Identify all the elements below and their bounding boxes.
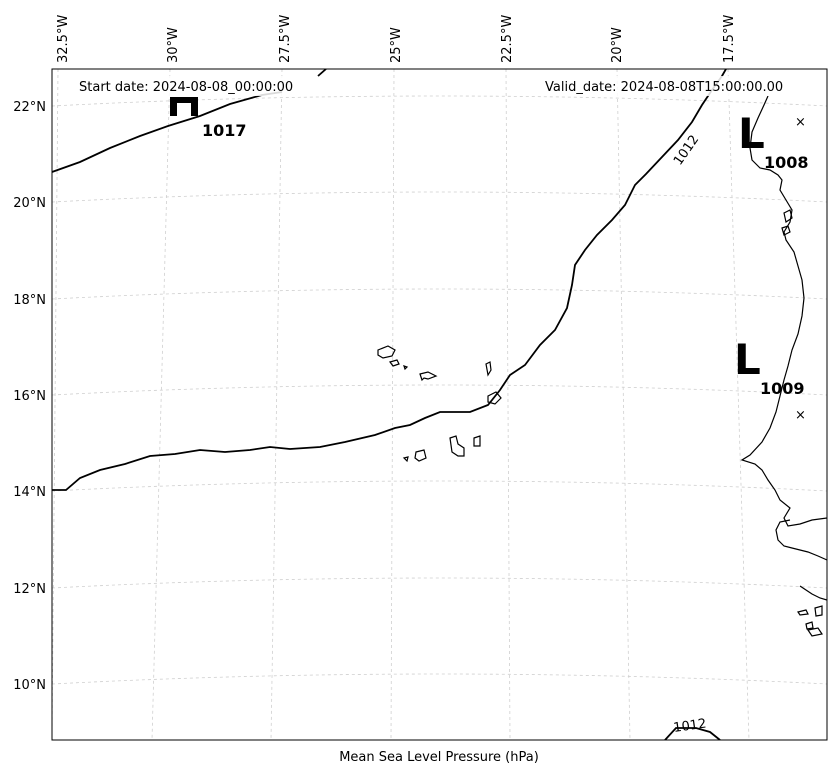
header-backdrop <box>540 76 804 96</box>
coastlines <box>377 95 827 637</box>
santo-antao <box>377 345 396 359</box>
valid-date-label: Valid_date: 2024-08-08T15:00:00.00 <box>545 80 783 95</box>
lat-tick-label: 12°N <box>13 582 46 597</box>
brava <box>402 456 409 463</box>
plot-frame <box>51 68 828 741</box>
isobar-1012-bottom <box>664 727 721 740</box>
lat-tick-label: 18°N <box>13 293 46 308</box>
low-symbol: L <box>734 335 761 384</box>
sao-vicente <box>388 359 400 367</box>
lat-tick-label: 16°N <box>13 389 46 404</box>
fogo <box>414 449 427 462</box>
contour-label: 1012 <box>672 717 707 736</box>
low-pressure-center: L 1008 <box>738 109 809 172</box>
lon-tick-label: 30°W <box>166 27 181 63</box>
bijagos-4 <box>814 605 823 617</box>
start-date-label: Start date: 2024-08-08_00:00:00 <box>79 80 293 95</box>
x-axis-label: Mean Sea Level Pressure (hPa) <box>339 750 539 765</box>
center-marker: × <box>795 115 806 130</box>
isobar-1012-main <box>52 69 727 491</box>
header-backdrop <box>74 76 314 96</box>
lat-tick-label: 14°N <box>13 485 46 500</box>
high-pressure-center: 1017 <box>170 97 247 140</box>
santa-luzia <box>403 365 409 371</box>
low-symbol: L <box>738 109 765 158</box>
lon-tick-label: 20°W <box>610 27 625 63</box>
sao-nicolau <box>419 371 438 382</box>
pressure-value: 1008 <box>764 153 809 172</box>
santiago <box>449 435 465 457</box>
sal <box>485 361 492 377</box>
lon-tick-label: 32.5°W <box>56 15 71 63</box>
bijagos-2 <box>805 621 814 630</box>
guinea-coast <box>799 585 827 601</box>
isobar-1017-segment <box>52 91 283 173</box>
bissau-coast <box>775 519 827 561</box>
pressure-value: 1017 <box>202 121 247 140</box>
african-coast <box>740 95 827 527</box>
graticule <box>52 69 827 740</box>
contour-label: 1012 <box>671 133 702 169</box>
pressure-value: 1009 <box>760 379 805 398</box>
maio <box>473 435 481 447</box>
bijagos-3 <box>807 627 823 637</box>
lat-ticks: 22°N 20°N 18°N 16°N 14°N 12°N 10°N <box>13 100 46 693</box>
isobar-1012-top <box>317 69 327 77</box>
lon-tick-label: 17.5°W <box>722 15 737 63</box>
lat-tick-label: 20°N <box>13 196 46 211</box>
lat-tick-label: 22°N <box>13 100 46 115</box>
lat-tick-label: 10°N <box>13 678 46 693</box>
isobars <box>52 69 727 740</box>
low-pressure-center: L 1009 <box>734 335 805 398</box>
dakhla-islet <box>783 209 793 223</box>
lon-ticks: 32.5°W 30°W 27.5°W 25°W 22.5°W 20°W 17.5… <box>56 15 737 63</box>
center-marker: × <box>795 408 806 423</box>
bijagos-1 <box>797 609 809 616</box>
lon-tick-label: 27.5°W <box>278 15 293 63</box>
high-symbol <box>170 97 198 116</box>
lon-tick-label: 22.5°W <box>500 15 515 63</box>
islet-a <box>781 225 791 236</box>
boa-vista <box>487 391 502 405</box>
lon-tick-label: 25°W <box>389 27 404 63</box>
